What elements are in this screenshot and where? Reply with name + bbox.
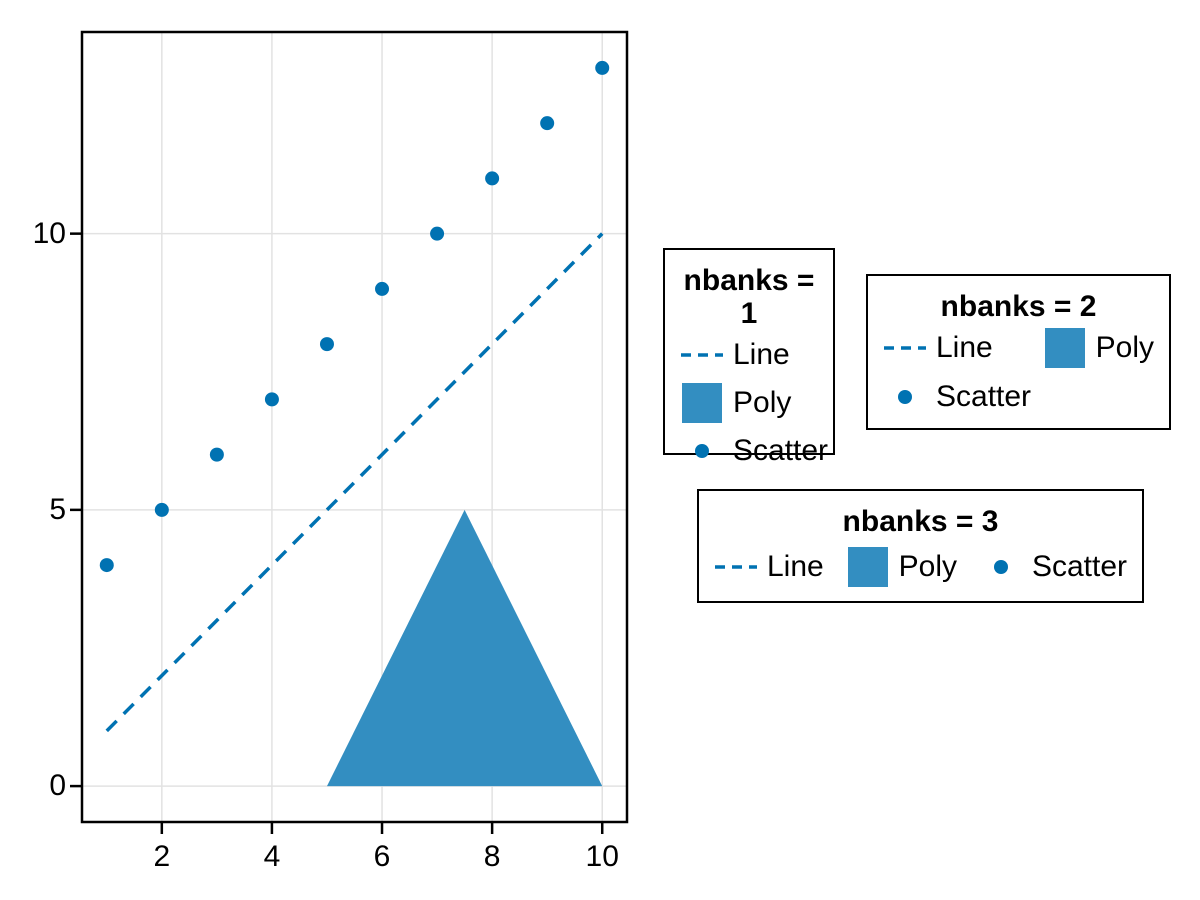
x-axis-tick-label: 8 xyxy=(483,840,501,873)
scatter-point xyxy=(375,281,390,296)
legend-entry-label: Scatter xyxy=(733,434,829,467)
scatter-marker-icon xyxy=(883,389,927,405)
legend-entry: Line xyxy=(680,332,828,378)
x-axis-tick-label: 6 xyxy=(373,840,391,873)
legend-entry: Scatter xyxy=(883,374,1031,420)
x-axis-tick-label: 2 xyxy=(153,840,171,873)
x-axis-tick-label: 4 xyxy=(263,840,281,873)
legend-entry-label: Line xyxy=(936,331,993,365)
legend-entries: Line Poly Scatter xyxy=(680,332,828,474)
scatter-point xyxy=(154,502,169,517)
legend-entry: Poly xyxy=(1043,325,1154,371)
dashed-line xyxy=(105,232,604,733)
y-axis-tick-label: 10 xyxy=(32,216,66,250)
legend-entry-label: Scatter xyxy=(1031,549,1127,583)
legend-entry: Scatter xyxy=(979,544,1127,590)
legend-entries: Line Poly Scatter xyxy=(883,325,1154,420)
x-axis-tick-label: 10 xyxy=(585,840,619,873)
legend-entries: Line Poly Scatter xyxy=(714,540,1127,593)
line-marker-icon xyxy=(680,351,724,359)
scatter-point xyxy=(485,171,500,186)
scatter-point xyxy=(319,337,334,352)
scatter-point xyxy=(430,226,445,241)
legend-entry: Poly xyxy=(680,380,828,426)
y-axis-tick-label: 5 xyxy=(49,492,66,526)
polygon-triangle xyxy=(326,509,603,787)
legend-entry-label: Poly xyxy=(898,549,958,583)
legend-title: nbanks = 3 xyxy=(842,505,999,538)
legend-entry-label: Line xyxy=(733,338,790,371)
legend-entry-label: Poly xyxy=(733,386,792,419)
legend-nbanks-1: nbanks = 1 Line Poly Scatter xyxy=(663,248,835,466)
legend-entry-label: Scatter xyxy=(936,379,1032,413)
legend-entry: Scatter xyxy=(680,428,828,474)
legend-entry: Line xyxy=(883,325,1031,371)
axis-frame xyxy=(80,30,629,824)
scatter-marker-icon xyxy=(979,559,1023,575)
scatter-point xyxy=(264,392,279,407)
poly-marker-icon xyxy=(1043,328,1087,369)
scatter-point xyxy=(540,116,555,131)
poly-marker-icon xyxy=(680,383,724,423)
line-marker-icon xyxy=(714,563,758,571)
legend-entry-label: Line xyxy=(767,549,824,583)
y-axis-tick-label: 0 xyxy=(49,769,66,803)
legend-nbanks-3: nbanks = 3 Line Poly Scatter xyxy=(697,489,1144,603)
legend-entry: Poly xyxy=(846,544,957,590)
legend-nbanks-2: nbanks = 2 Line Poly Scatter xyxy=(866,274,1171,430)
legend-title: nbanks = 1 xyxy=(683,264,815,330)
legend-title: nbanks = 2 xyxy=(940,290,1097,323)
legend-entry-label: Poly xyxy=(1095,331,1154,365)
scatter-point xyxy=(209,447,224,462)
poly-marker-icon xyxy=(846,546,890,587)
line-marker-icon xyxy=(883,344,927,352)
scatter-point xyxy=(595,60,610,75)
scatter-point xyxy=(99,558,114,573)
legend-entry: Line xyxy=(714,544,824,590)
scatter-marker-icon xyxy=(680,443,724,459)
